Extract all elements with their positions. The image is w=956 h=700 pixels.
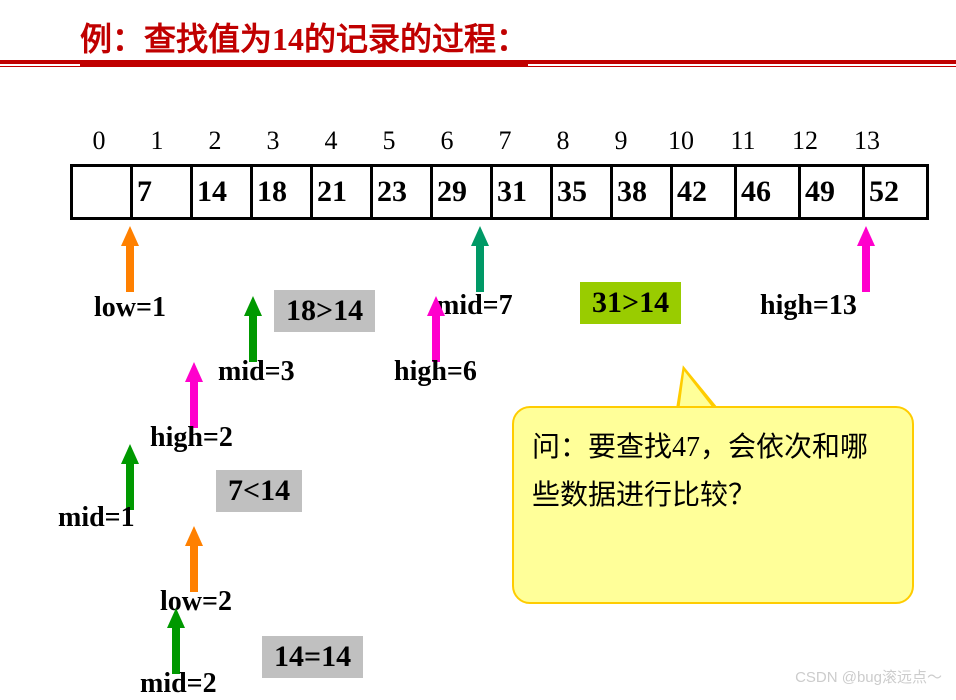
index-cell: 0	[70, 126, 128, 156]
pointer-stem	[172, 626, 180, 674]
index-cell: 8	[534, 126, 592, 156]
pointer-arrow	[121, 226, 139, 246]
comparison-box: 31>14	[580, 282, 681, 324]
array-table: 7141821232931353842464952	[70, 164, 929, 220]
array-cell: 52	[864, 166, 928, 219]
index-cell: 5	[360, 126, 418, 156]
pointer-stem	[432, 314, 440, 362]
pointer-arrow	[427, 296, 445, 316]
pointer-stem	[476, 244, 484, 292]
pointer-arrow	[471, 226, 489, 246]
array-cell: 21	[312, 166, 372, 219]
comparison-box: 7<14	[216, 470, 302, 512]
array-cell: 7	[132, 166, 192, 219]
pointer-stem	[249, 314, 257, 362]
index-cell: 2	[186, 126, 244, 156]
array-cell: 29	[432, 166, 492, 219]
pointer-stem	[190, 544, 198, 592]
pointer-label: high=6	[394, 356, 477, 388]
array-cell: 38	[612, 166, 672, 219]
index-cell: 9	[592, 126, 650, 156]
watermark: CSDN @bug滚远点～	[795, 666, 942, 687]
pointer-label: mid=2	[140, 668, 217, 700]
pointer-label: high=2	[150, 422, 233, 454]
index-cell: 3	[244, 126, 302, 156]
pointer-stem	[190, 380, 198, 428]
pointer-arrow	[185, 362, 203, 382]
index-cell: 1	[128, 126, 186, 156]
pointer-arrow	[121, 444, 139, 464]
pointer-stem	[862, 244, 870, 292]
index-cell: 6	[418, 126, 476, 156]
array-cell: 46	[736, 166, 800, 219]
array-cell: 14	[192, 166, 252, 219]
pointer-arrow	[167, 608, 185, 628]
pointer-label: mid=3	[218, 356, 295, 388]
index-cell: 4	[302, 126, 360, 156]
pointer-label: mid=7	[436, 290, 513, 322]
pointer-label: mid=1	[58, 502, 135, 534]
index-cell: 7	[476, 126, 534, 156]
index-cell: 13	[836, 126, 898, 156]
pointer-label: high=13	[760, 290, 857, 322]
array-cell: 23	[372, 166, 432, 219]
array-cell: 42	[672, 166, 736, 219]
pointer-label: low=1	[94, 292, 166, 324]
title-underline	[0, 60, 956, 67]
pointer-stem	[126, 244, 134, 292]
pointer-arrow	[185, 526, 203, 546]
array-cell: 35	[552, 166, 612, 219]
index-cell: 12	[774, 126, 836, 156]
pointer-arrow	[857, 226, 875, 246]
array-cell: 49	[800, 166, 864, 219]
array-cell: 31	[492, 166, 552, 219]
array-row: 7141821232931353842464952	[72, 166, 928, 219]
array-cell	[72, 166, 132, 219]
index-row: 012345678910111213	[70, 126, 898, 156]
comparison-box: 18>14	[274, 290, 375, 332]
question-callout: 问：要查找47，会依次和哪些数据进行比较？	[512, 406, 914, 604]
index-cell: 10	[650, 126, 712, 156]
pointer-arrow	[244, 296, 262, 316]
array-cell: 18	[252, 166, 312, 219]
index-cell: 11	[712, 126, 774, 156]
comparison-box: 14=14	[262, 636, 363, 678]
